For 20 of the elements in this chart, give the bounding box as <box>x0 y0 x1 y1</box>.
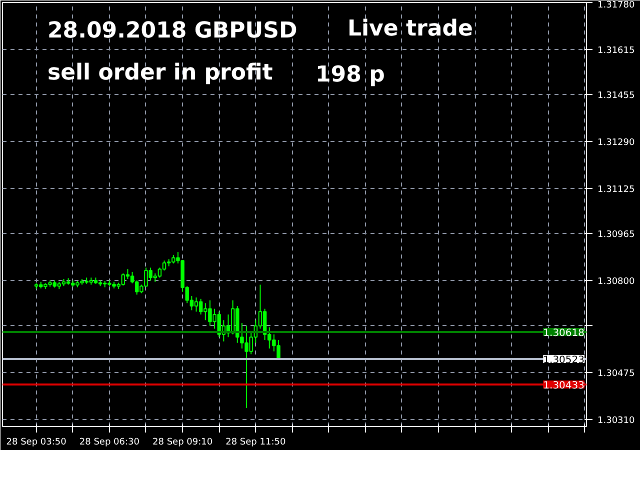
y-tick-label: 1.30965 <box>598 230 635 240</box>
annotation: 198 p <box>316 62 385 88</box>
x-tick-label: 28 Sep 06:30 <box>79 438 140 448</box>
x-tick-label: 28 Sep 03:50 <box>6 438 67 448</box>
x-tick-label: 28 Sep 09:10 <box>152 438 213 448</box>
annotation: 28.09.2018 GBPUSD <box>48 18 298 44</box>
annotation: Live trade <box>348 16 473 42</box>
ref-line-label: 1.30523 <box>543 355 585 366</box>
y-tick-label: 1.31125 <box>598 184 635 195</box>
y-tick-label: 1.31780 <box>598 0 635 10</box>
y-tick-label: 1.30310 <box>598 416 635 426</box>
y-tick-label: 1.30475 <box>598 369 635 380</box>
x-tick-label: 28 Sep 11:50 <box>226 438 286 448</box>
y-tick-label: 1.30800 <box>598 276 635 287</box>
y-tick-label: 1.31455 <box>598 91 635 102</box>
y-tick-label: 1.31615 <box>598 46 635 56</box>
y-tick-label: 1.31290 <box>598 138 635 148</box>
annotation: sell order in profit <box>48 60 274 86</box>
candlestick <box>194 296 198 312</box>
ref-line-label: 1.30618 <box>543 328 585 340</box>
